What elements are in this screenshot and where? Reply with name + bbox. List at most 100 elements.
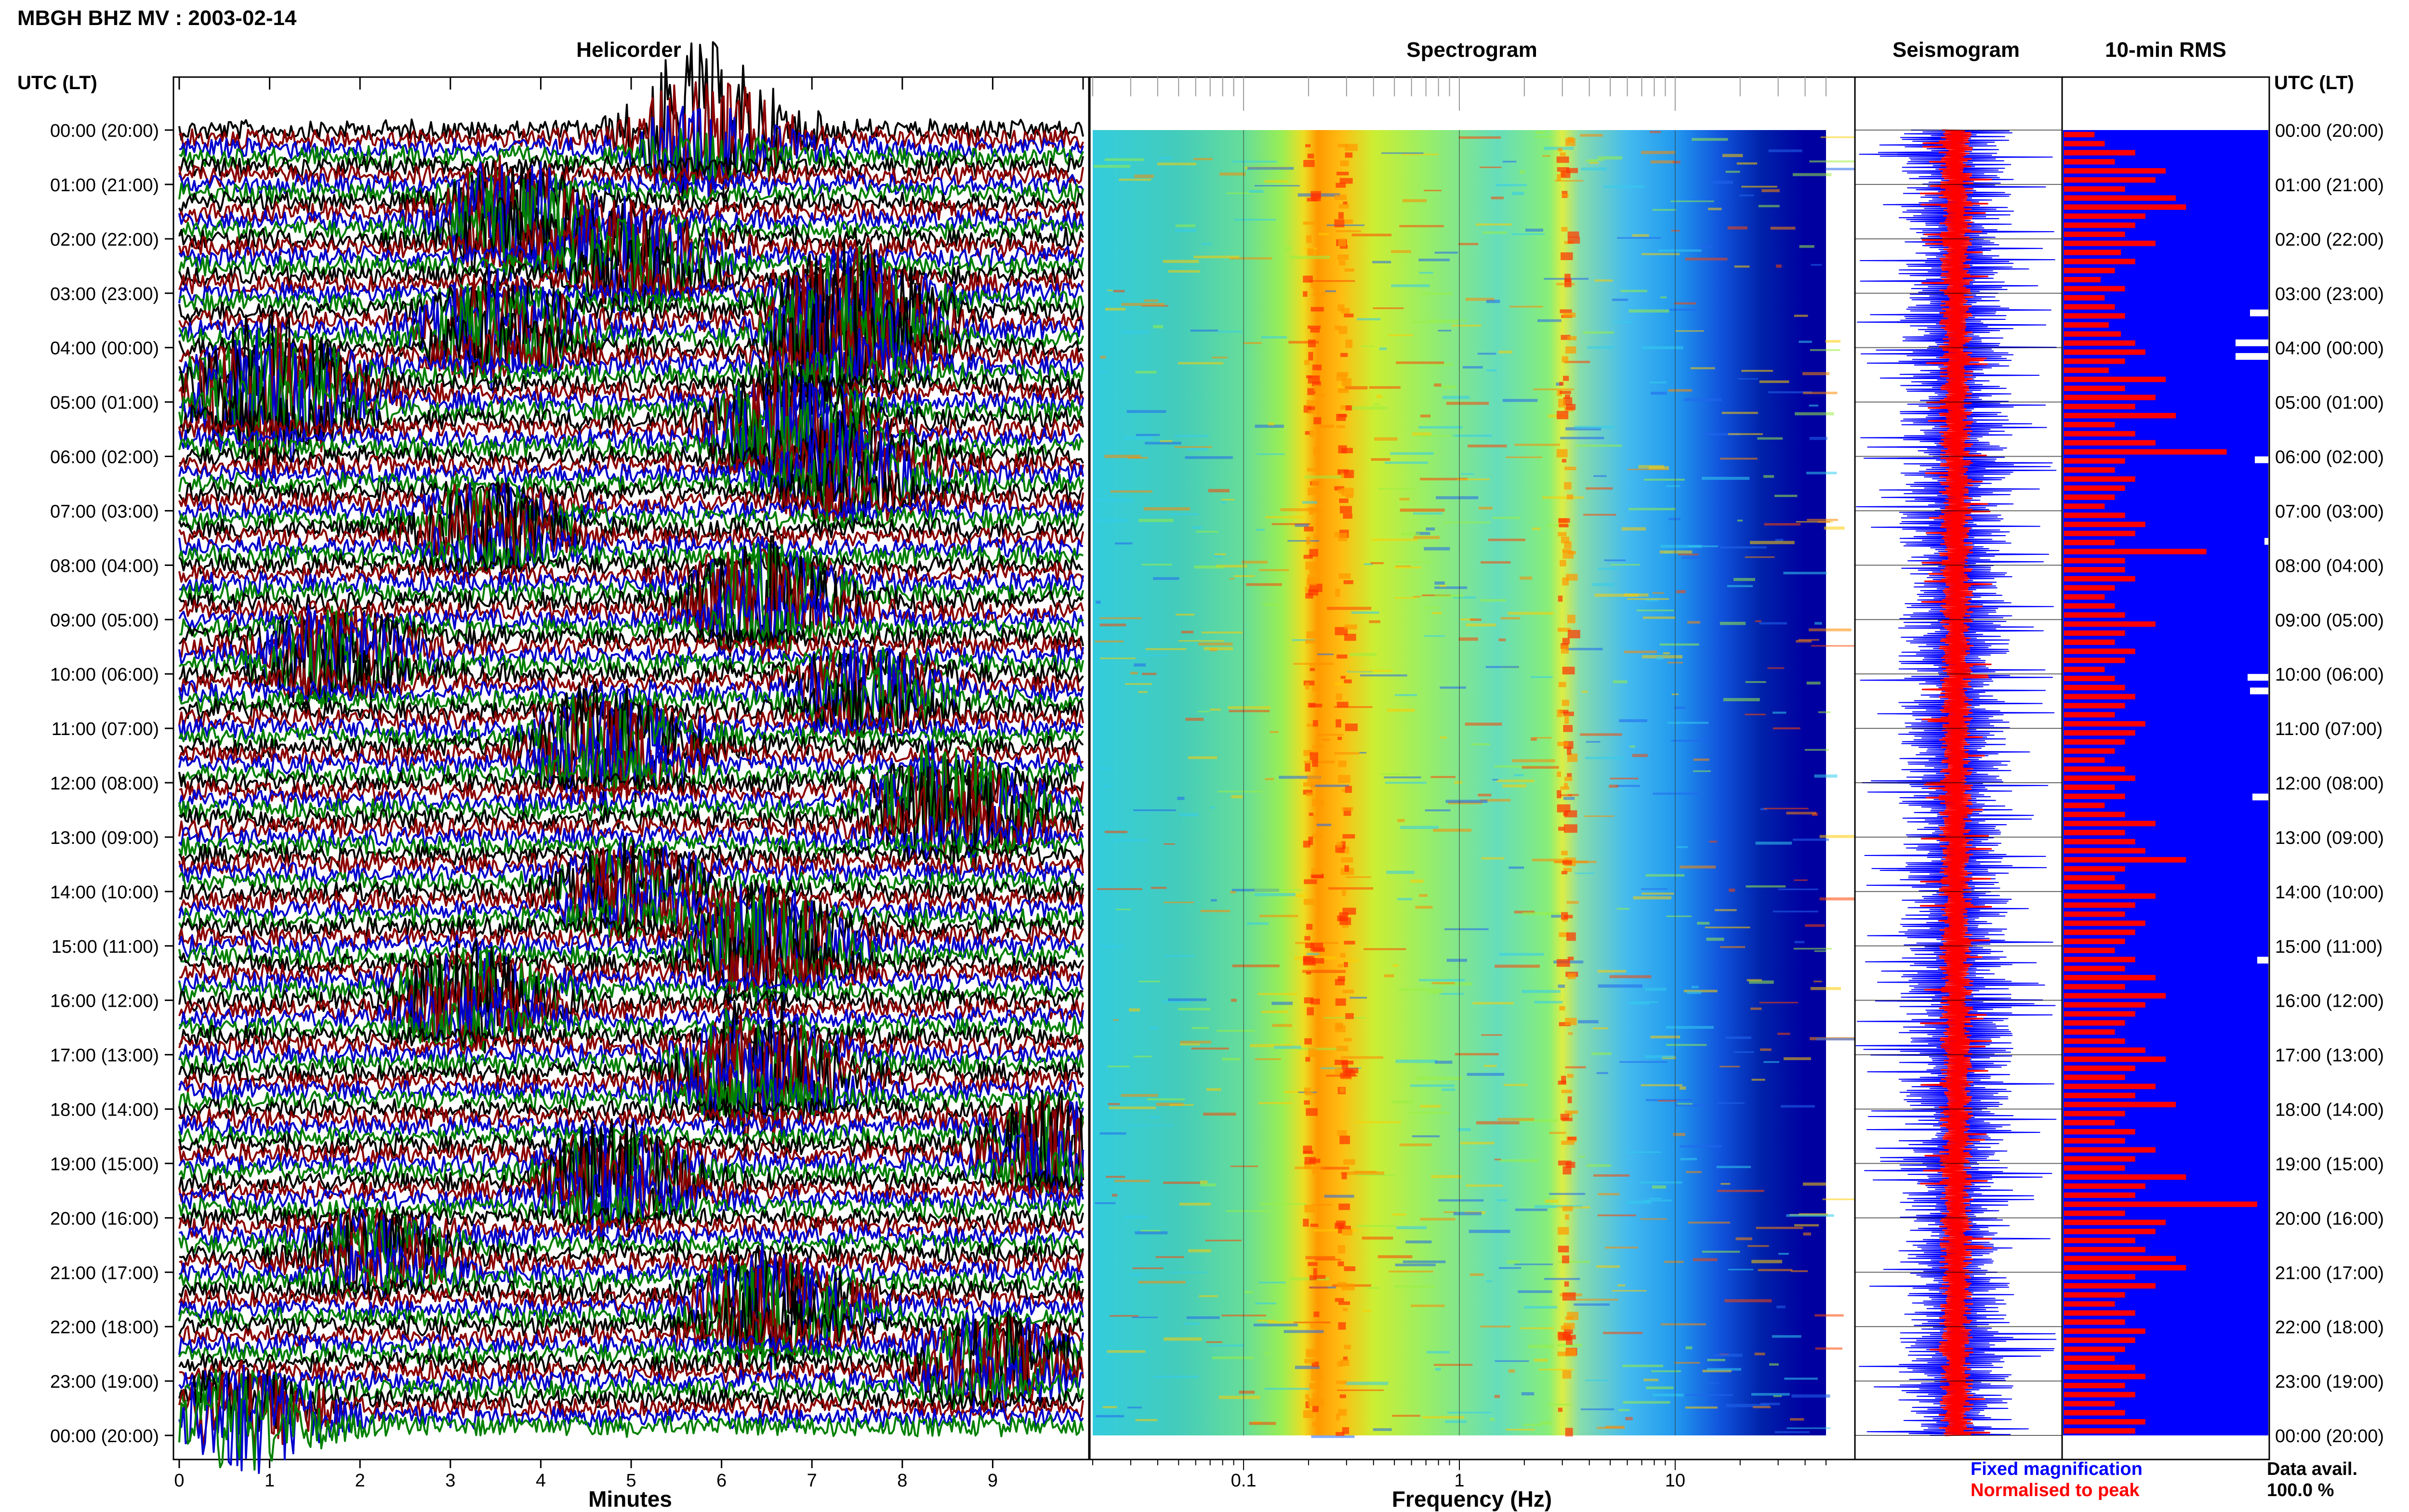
spectrogram-streak (1135, 370, 1157, 374)
time-label-left: 18:00 (14:00) (50, 1100, 159, 1120)
spectrogram-streak (1212, 356, 1228, 359)
spectrogram-streak (1720, 458, 1758, 460)
rms-bar (2064, 848, 2145, 854)
spectrogram-streak (1593, 1027, 1608, 1029)
spectrogram-streak (1419, 272, 1433, 274)
spectrogram-peak-mark (1304, 360, 1310, 365)
spectrogram-streak (1242, 561, 1268, 564)
spectrogram-streak (1514, 444, 1561, 446)
spectrogram-streak (1822, 1198, 1856, 1200)
helicorder-trace (178, 859, 1084, 941)
spectrogram-streak (1754, 1353, 1765, 1355)
spectrogram-streak (1395, 1059, 1438, 1063)
time-label-right: 17:00 (13:00) (2275, 1046, 2384, 1066)
helicorder-trace (179, 544, 1084, 622)
spectrogram-streak (1334, 752, 1360, 755)
spectrogram-streak (1668, 518, 1681, 520)
minutes-axis-label: Minutes (588, 1486, 672, 1512)
spectrogram-streak (1410, 1304, 1445, 1307)
spectrogram-peak-mark (1342, 834, 1355, 839)
spectrogram-streak (1255, 424, 1284, 428)
spectrogram-streak (1287, 540, 1320, 542)
spectrogram-streak (1616, 907, 1629, 910)
helicorder-trace (178, 927, 1084, 1001)
helicorder-trace (178, 890, 1084, 946)
spectrogram-streak (1388, 334, 1414, 336)
spectrogram-streak (1669, 308, 1696, 311)
spectrogram-streak (1688, 1222, 1730, 1224)
spectrogram-peak-mark (1303, 1219, 1309, 1227)
spectrogram-streak (1776, 1305, 1786, 1308)
spectrogram-peak-mark (1563, 868, 1572, 872)
time-label-left: 02:00 (22:00) (50, 230, 159, 250)
spectrogram-streak (1232, 964, 1280, 968)
spectrogram-streak (1178, 1008, 1211, 1011)
rms-gap (2264, 538, 2268, 545)
spectrogram-peak-mark (1303, 782, 1315, 787)
spectrogram-streak (1200, 1183, 1216, 1186)
spectrogram-streak (1379, 347, 1387, 350)
spectrogram-streak (1102, 1406, 1117, 1408)
rms-bar (2064, 1419, 2145, 1425)
spectrogram-streak (1381, 152, 1424, 154)
time-label-right: 02:00 (22:00) (2275, 230, 2384, 250)
spectrogram-streak (1806, 472, 1837, 474)
spectrogram-streak (1453, 1212, 1482, 1215)
rms-bar (2064, 612, 2125, 618)
spectrogram-peak-mark (1306, 792, 1313, 797)
spectrogram-streak (1760, 1048, 1772, 1051)
spectrogram-peak-mark (1336, 1381, 1347, 1384)
spectrogram-streak (1099, 945, 1123, 948)
spectrogram-peak-mark (1312, 947, 1325, 952)
spectrogram-streak (1435, 1367, 1441, 1371)
spectrogram-streak (1763, 1061, 1779, 1063)
spectrogram-streak (1616, 785, 1640, 787)
rms-bar (2064, 829, 2125, 836)
spectrogram-streak (1257, 1320, 1276, 1322)
spectrogram-streak (1366, 1287, 1380, 1289)
spectrogram-streak (1413, 596, 1421, 598)
spectrogram-peak-mark (1304, 997, 1314, 1004)
spectrogram-streak (1293, 1321, 1331, 1324)
spectrogram-streak (1468, 444, 1507, 447)
helicorder-trace (178, 947, 1084, 1020)
spectrogram-streak (1271, 1001, 1293, 1005)
time-label-right: 09:00 (05:00) (2275, 610, 2384, 631)
rms-bar (2064, 240, 2156, 246)
rms-bar (2064, 168, 2166, 174)
rms-bar (2064, 1220, 2166, 1225)
spectrogram-streak (1163, 260, 1199, 263)
spectrogram-streak (1749, 980, 1774, 984)
spectrogram-streak (1802, 372, 1830, 375)
spectrogram-peak-mark (1335, 998, 1346, 1006)
spectrogram-streak (1763, 475, 1774, 478)
spectrogram-streak (1168, 998, 1207, 1001)
spectrogram-streak (1724, 1299, 1772, 1302)
spectrogram-peak-mark (1334, 219, 1345, 227)
rms-bar (2064, 1328, 2145, 1334)
spectrogram-streak (1560, 794, 1573, 797)
spectrogram-streak (1586, 1164, 1611, 1167)
spectrogram-streak (1786, 812, 1816, 815)
spectrogram-peak-mark (1560, 152, 1566, 156)
spectrogram-peak-mark (1306, 971, 1311, 975)
spectrogram-streak (1208, 489, 1230, 493)
spectrogram-streak (1455, 1053, 1499, 1056)
rms-bar (2064, 1392, 2135, 1397)
rms-bar (2064, 394, 2156, 400)
spectrogram-streak (1705, 926, 1750, 929)
spectrogram-streak (1262, 604, 1279, 606)
seismogram-panel (1854, 76, 2063, 1460)
minutes-tick-label: 3 (445, 1471, 455, 1491)
spectrogram-streak (1596, 1427, 1625, 1429)
spectrogram-streak (1621, 527, 1646, 531)
spectrogram-streak (1792, 173, 1832, 176)
spectrogram-streak (1772, 1335, 1801, 1338)
spectrogram-peak-mark (1563, 376, 1569, 381)
spectrogram-streak (1397, 819, 1405, 822)
spectrogram-streak (1586, 487, 1613, 490)
helicorder-trace (178, 962, 1084, 1054)
spectrogram-streak (1363, 1310, 1371, 1312)
spectrogram-streak (1457, 478, 1490, 480)
spectrogram-streak (1395, 565, 1411, 567)
